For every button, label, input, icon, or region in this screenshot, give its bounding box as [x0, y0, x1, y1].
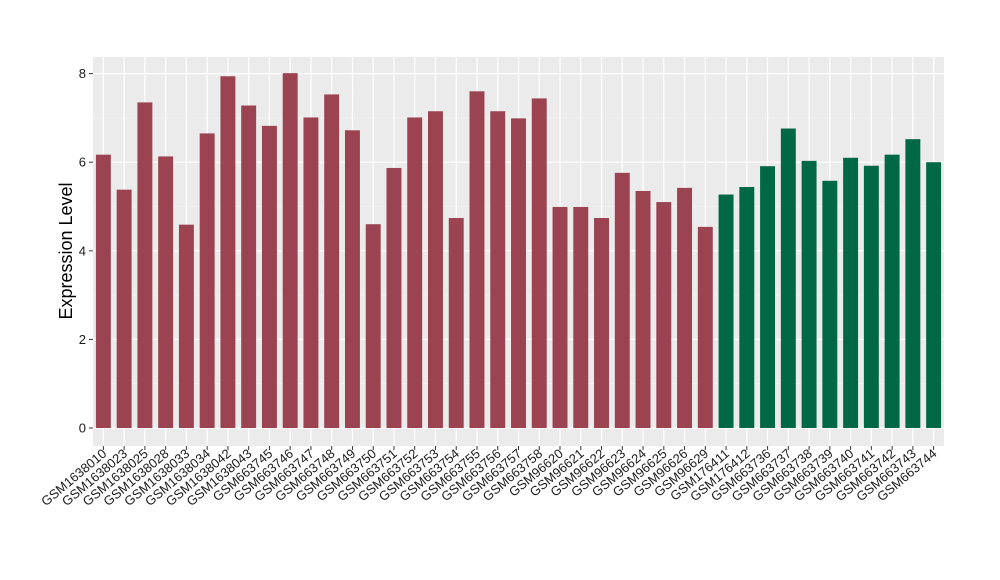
bar-GSM663744 — [926, 162, 942, 428]
bar-GSM663745 — [261, 125, 277, 429]
bar-GSM663740 — [843, 157, 859, 428]
bar-GSM663742 — [884, 154, 900, 429]
bar-GSM96620 — [552, 206, 568, 428]
bar-GSM176412 — [739, 187, 755, 428]
bar-GSM663752 — [407, 117, 423, 429]
bar-GSM663747 — [303, 117, 319, 429]
bar-GSM96626 — [677, 187, 693, 428]
bar-GSM96623 — [614, 172, 630, 428]
bar-GSM663741 — [863, 165, 879, 429]
bar-GSM96622 — [594, 218, 609, 428]
bar-GSM1638043 — [241, 105, 257, 428]
y-tick-label: 0 — [79, 421, 86, 436]
bar-GSM663757 — [511, 118, 526, 428]
bar-GSM96624 — [635, 191, 651, 428]
bar-GSM663750 — [365, 224, 381, 428]
bar-GSM663755 — [469, 91, 485, 428]
bar-GSM1638042 — [220, 76, 236, 428]
y-tick-label: 8 — [79, 66, 86, 81]
bar-GSM1638025 — [137, 102, 153, 429]
bar-GSM96629 — [697, 226, 713, 428]
bar-GSM1638023 — [116, 189, 132, 428]
bar-GSM663739 — [822, 180, 838, 428]
bar-GSM1638033 — [178, 224, 194, 428]
bar-GSM663746 — [282, 73, 298, 428]
bar-GSM663758 — [531, 98, 547, 428]
bar-GSM663743 — [905, 139, 921, 428]
bar-GSM663737 — [780, 128, 796, 428]
bar-GSM176411 — [718, 194, 734, 428]
bar-GSM663756 — [490, 111, 506, 428]
bar-GSM663736 — [760, 166, 776, 428]
y-tick-label: 6 — [79, 155, 86, 170]
bar-GSM663748 — [324, 94, 340, 429]
bars — [95, 73, 942, 429]
bar-GSM96621 — [573, 206, 589, 428]
bar-GSM663749 — [344, 130, 360, 429]
y-tick-label: 4 — [79, 243, 86, 258]
y-axis: 0 2 4 6 8 — [79, 66, 93, 436]
y-axis-title: Expression Level — [56, 182, 76, 319]
bar-GSM663751 — [386, 167, 402, 428]
bar-GSM663738 — [801, 160, 817, 428]
x-axis: GSM1638010GSM1638023GSM1638025GSM1638028… — [38, 446, 939, 509]
bar-GSM1638034 — [199, 133, 215, 428]
bar-GSM1638010 — [95, 154, 111, 429]
y-tick-label: 2 — [79, 332, 86, 347]
bar-GSM96625 — [656, 202, 672, 428]
bar-GSM663754 — [448, 218, 464, 428]
bar-GSM1638028 — [158, 156, 174, 428]
bar-GSM663753 — [428, 111, 443, 428]
